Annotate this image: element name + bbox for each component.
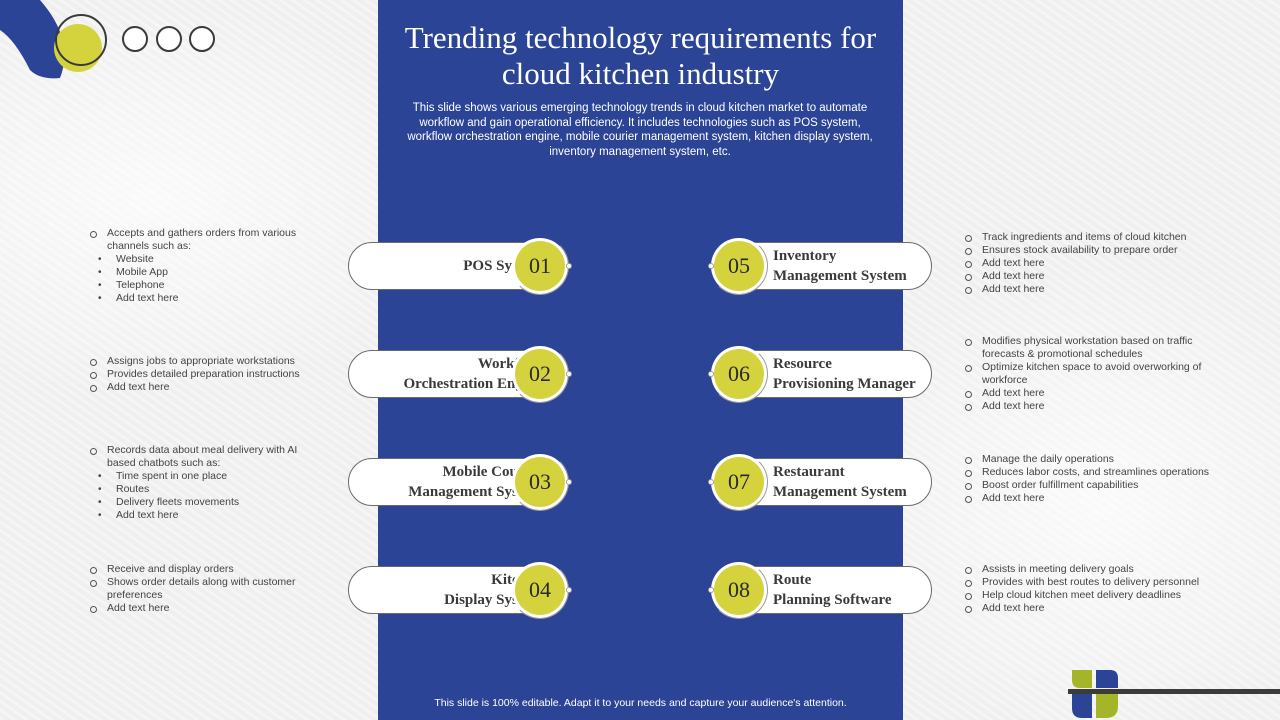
tech-label-line: Management System bbox=[773, 484, 907, 500]
description-item: Delivery fleets movements bbox=[88, 496, 318, 509]
description-item: Add text here bbox=[963, 283, 1223, 296]
tech-description-03: Records data about meal delivery with AI… bbox=[88, 444, 318, 522]
slide-footer: This slide is 100% editable. Adapt it to… bbox=[434, 697, 847, 709]
slide-subtitle: This slide shows various emerging techno… bbox=[407, 102, 873, 158]
number-badge-04: 04 bbox=[511, 561, 569, 619]
description-item: Add text here bbox=[963, 400, 1223, 413]
connector-dot bbox=[708, 479, 714, 485]
number-badge-05: 05 bbox=[710, 237, 768, 295]
number-badge-03: 03 bbox=[511, 453, 569, 511]
description-item: Website bbox=[88, 253, 318, 266]
description-item: Add text here bbox=[88, 292, 318, 305]
number-badge-06: 06 bbox=[710, 345, 768, 403]
tech-label-line: Management System bbox=[408, 484, 542, 500]
tech-label: Restaurant Management System bbox=[773, 462, 907, 502]
connector-dot bbox=[566, 263, 572, 269]
tech-description-01: Accepts and gathers orders from various … bbox=[88, 227, 318, 305]
connector-dot bbox=[566, 587, 572, 593]
description-item: Add text here bbox=[963, 257, 1223, 270]
connector-dot bbox=[566, 479, 572, 485]
connector-dot bbox=[708, 587, 714, 593]
description-item: Records data about meal delivery with AI… bbox=[88, 444, 318, 470]
tech-label-line: Provisioning Manager bbox=[773, 376, 916, 392]
number-badge-08: 08 bbox=[710, 561, 768, 619]
description-item: Telephone bbox=[88, 279, 318, 292]
tech-label-line: Management System bbox=[773, 268, 907, 284]
number-badge-07: 07 bbox=[710, 453, 768, 511]
description-item: Reduces labor costs, and streamlines ope… bbox=[963, 466, 1223, 479]
description-item: Boost order fulfillment capabilities bbox=[963, 479, 1223, 492]
decor-circle-1 bbox=[122, 26, 148, 52]
description-item: Ensures stock availability to prepare or… bbox=[963, 244, 1223, 257]
description-item: Add text here bbox=[88, 381, 318, 394]
description-item: Help cloud kitchen meet delivery deadlin… bbox=[963, 589, 1223, 602]
tech-label-line: Restaurant bbox=[773, 464, 845, 480]
tech-label: Inventory Management System bbox=[773, 246, 907, 286]
tech-description-02: Assigns jobs to appropriate workstations… bbox=[88, 355, 318, 394]
tech-description-07: Manage the daily operations Reduces labor… bbox=[963, 453, 1223, 505]
tech-label-line: Orchestration Engine bbox=[403, 376, 542, 392]
description-item: Routes bbox=[88, 483, 318, 496]
description-item: Add text here bbox=[963, 492, 1223, 505]
tech-description-06: Modifies physical workstation based on t… bbox=[963, 335, 1223, 413]
description-item: Track ingredients and items of cloud kit… bbox=[963, 231, 1223, 244]
number-badge-01: 01 bbox=[511, 237, 569, 295]
tech-label-line: Resource bbox=[773, 356, 832, 372]
tech-description-05: Track ingredients and items of cloud kit… bbox=[963, 231, 1223, 296]
decor-circle-2 bbox=[156, 26, 182, 52]
description-item: Modifies physical workstation based on t… bbox=[963, 335, 1223, 361]
description-item: Add text here bbox=[963, 387, 1223, 400]
tech-label-line: Planning Software bbox=[773, 592, 892, 608]
tech-description-08: Assists in meeting delivery goals Provide… bbox=[963, 563, 1223, 615]
tech-label-line: Route bbox=[773, 572, 812, 588]
description-item: Provides detailed preparation instructio… bbox=[88, 368, 318, 381]
description-item: Mobile App bbox=[88, 266, 318, 279]
description-item: Provides with best routes to delivery pe… bbox=[963, 576, 1223, 589]
corner-logo-icon bbox=[0, 0, 107, 79]
description-item: Assists in meeting delivery goals bbox=[963, 563, 1223, 576]
tech-description-04: Receive and display orders Shows order de… bbox=[88, 563, 318, 615]
description-item: Accepts and gathers orders from various … bbox=[88, 227, 318, 253]
description-item: Shows order details along with customer … bbox=[88, 576, 318, 602]
description-item: Add text here bbox=[88, 509, 318, 522]
description-item: Assigns jobs to appropriate workstations bbox=[88, 355, 318, 368]
description-item: Add text here bbox=[88, 602, 318, 615]
tech-label: Resource Provisioning Manager bbox=[773, 354, 916, 394]
description-item: Manage the daily operations bbox=[963, 453, 1223, 466]
tech-label-line: Inventory bbox=[773, 248, 837, 264]
decor-bar bbox=[1068, 689, 1280, 694]
tech-label: Route Planning Software bbox=[773, 570, 891, 610]
description-item: Receive and display orders bbox=[88, 563, 318, 576]
description-item: Optimize kitchen space to avoid overwork… bbox=[963, 361, 1223, 387]
description-item: Add text here bbox=[963, 602, 1223, 615]
description-item: Time spent in one place bbox=[88, 470, 318, 483]
connector-dot bbox=[708, 263, 714, 269]
connector-dot bbox=[566, 371, 572, 377]
slide-title: Trending technology requirements for clo… bbox=[404, 20, 877, 91]
decor-circle-3 bbox=[189, 26, 215, 52]
connector-dot bbox=[708, 371, 714, 377]
number-badge-02: 02 bbox=[511, 345, 569, 403]
description-item: Add text here bbox=[963, 270, 1223, 283]
leaf-logo-icon bbox=[1072, 670, 1118, 718]
